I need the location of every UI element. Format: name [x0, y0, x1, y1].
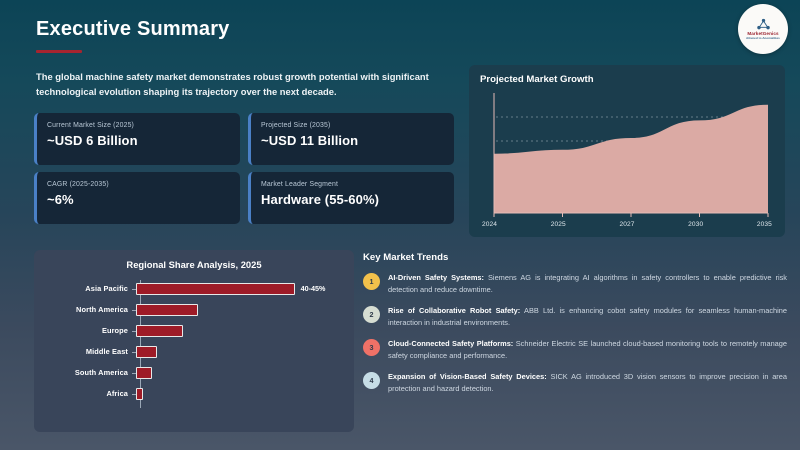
trend-item: 3 Cloud-Connected Safety Platforms: Schne…	[363, 338, 787, 362]
bar-row: Asia Pacific 40-45%	[44, 278, 344, 299]
bar-axis-tick	[132, 351, 136, 353]
bar-category-label: Europe	[101, 326, 128, 335]
bar-track	[132, 324, 344, 337]
bar-track: 40-45%	[132, 282, 344, 295]
trend-item: 2 Rise of Collaborative Robot Safety: ABB…	[363, 305, 787, 329]
area-series-line	[493, 104, 769, 155]
bar-row: North America	[44, 299, 344, 320]
stat-label: Market Leader Segment	[261, 181, 339, 188]
stat-value: ~USD 6 Billion	[47, 133, 138, 148]
trend-number-badge: 3	[363, 338, 380, 356]
bar-track	[132, 366, 344, 379]
bar-track	[132, 345, 344, 358]
growth-plot-area: 2024 2025 2027 2030 2035	[480, 87, 774, 228]
trend-headline: Rise of Collaborative Robot Safety:	[388, 305, 521, 315]
subtitle-text: The global machine safety market demonst…	[36, 71, 429, 97]
stat-card-projected-size: Projected Size (2035) ~USD 11 Billion	[248, 113, 454, 165]
bar-category-label: Asia Pacific	[85, 284, 128, 293]
stat-label: CAGR (2025-2035)	[47, 181, 109, 188]
bar-chart-axis	[140, 280, 141, 408]
bar-axis-tick	[132, 330, 136, 332]
stat-card-market-leader-segment: Market Leader Segment Hardware (55-60%)	[248, 172, 454, 224]
logo-company-name: MarketGenics	[747, 30, 779, 36]
logo-tagline: Attuned to Anomalities	[746, 36, 780, 41]
regional-share-panel: Regional Share Analysis, 2025 Asia Pacif…	[34, 250, 354, 432]
stat-label: Current Market Size (2025)	[47, 122, 135, 129]
bar-fill	[136, 387, 143, 400]
bar-row: South America	[44, 362, 344, 383]
chart-title-regional: Regional Share Analysis, 2025	[126, 259, 262, 270]
x-axis-tick-label: 2035	[756, 221, 772, 228]
x-axis-tick-label: 2030	[688, 221, 704, 228]
bar-value-label: 40-45%	[300, 284, 326, 293]
bar-category-label: Middle East	[85, 347, 128, 356]
trend-headline: AI-Driven Safety Systems:	[388, 273, 484, 282]
bar-fill	[136, 303, 198, 316]
x-axis-ticks	[493, 213, 769, 217]
key-market-trends-section: Key Market Trends 1 AI-Driven Safety Syst…	[363, 252, 787, 404]
trend-text: Expansion of Vision-Based Safety Devices…	[388, 371, 787, 393]
stat-card-cagr: CAGR (2025-2035) ~6%	[34, 172, 240, 224]
bar-category-label: Africa	[106, 389, 128, 398]
bar-category-label: North America	[76, 305, 128, 314]
bar-track	[132, 303, 344, 316]
page-title: Executive Summary	[36, 18, 230, 40]
x-axis-tick-label: 2025	[550, 221, 566, 228]
stat-card-current-market-size: Current Market Size (2025) ~USD 6 Billio…	[34, 113, 240, 165]
stat-label: Projected Size (2035)	[261, 122, 331, 129]
bar-axis-tick	[132, 372, 136, 374]
stat-value: ~6%	[47, 192, 74, 207]
bar-axis-tick	[132, 288, 136, 290]
trend-headline: Expansion of Vision-Based Safety Devices…	[388, 371, 547, 381]
trend-item: 4 Expansion of Vision-Based Safety Device…	[363, 371, 787, 395]
bar-fill	[136, 366, 152, 379]
trend-number-badge: 2	[363, 305, 380, 323]
bar-category-label: South America	[74, 368, 128, 377]
trend-text: AI-Driven Safety Systems: Siemens AG is …	[388, 273, 787, 294]
trend-number-badge: 4	[363, 371, 380, 389]
bar-row: Middle East	[44, 341, 344, 362]
title-underline-rule	[36, 50, 82, 53]
key-metrics-grid: Current Market Size (2025) ~USD 6 Billio…	[34, 113, 454, 224]
growth-area-chart	[493, 93, 769, 217]
x-axis-tick-label: 2027	[619, 221, 635, 228]
chart-title-growth: Projected Market Growth	[480, 74, 594, 85]
area-series-fill	[494, 105, 768, 213]
bar-axis-tick	[132, 309, 136, 311]
bar-axis-tick	[132, 393, 136, 395]
x-axis-labels: 2024 2025 2027 2030 2035	[480, 221, 774, 228]
network-nodes-icon	[756, 18, 770, 30]
trends-list: 1 AI-Driven Safety Systems: Siemens AG is…	[363, 272, 787, 395]
stat-value: Hardware (55-60%)	[261, 192, 380, 207]
bar-row: Africa	[44, 383, 344, 404]
trend-text: Rise of Collaborative Robot Safety: ABB …	[388, 305, 787, 327]
regional-bar-chart: Asia Pacific 40-45% North America Europe Mid…	[44, 278, 344, 408]
stat-value: ~USD 11 Billion	[261, 133, 359, 148]
trends-heading: Key Market Trends	[363, 252, 449, 263]
trend-text: Cloud-Connected Safety Platforms: Schnei…	[388, 338, 788, 360]
header: Executive Summary	[36, 18, 230, 53]
projected-market-growth-panel: Projected Market Growth 2024 2025 2027 2030…	[469, 65, 785, 237]
bar-row: Europe	[44, 320, 344, 341]
bar-fill	[136, 345, 157, 358]
bar-fill	[136, 324, 183, 337]
bar-track	[132, 387, 344, 400]
trend-number-badge: 1	[363, 273, 380, 290]
bar-fill	[136, 282, 295, 295]
trend-item: 1 AI-Driven Safety Systems: Siemens AG is…	[363, 272, 787, 296]
trend-headline: Cloud-Connected Safety Platforms:	[388, 338, 514, 348]
x-axis-tick-label: 2024	[482, 221, 498, 228]
company-logo: MarketGenics Attuned to Anomalities	[738, 4, 788, 54]
